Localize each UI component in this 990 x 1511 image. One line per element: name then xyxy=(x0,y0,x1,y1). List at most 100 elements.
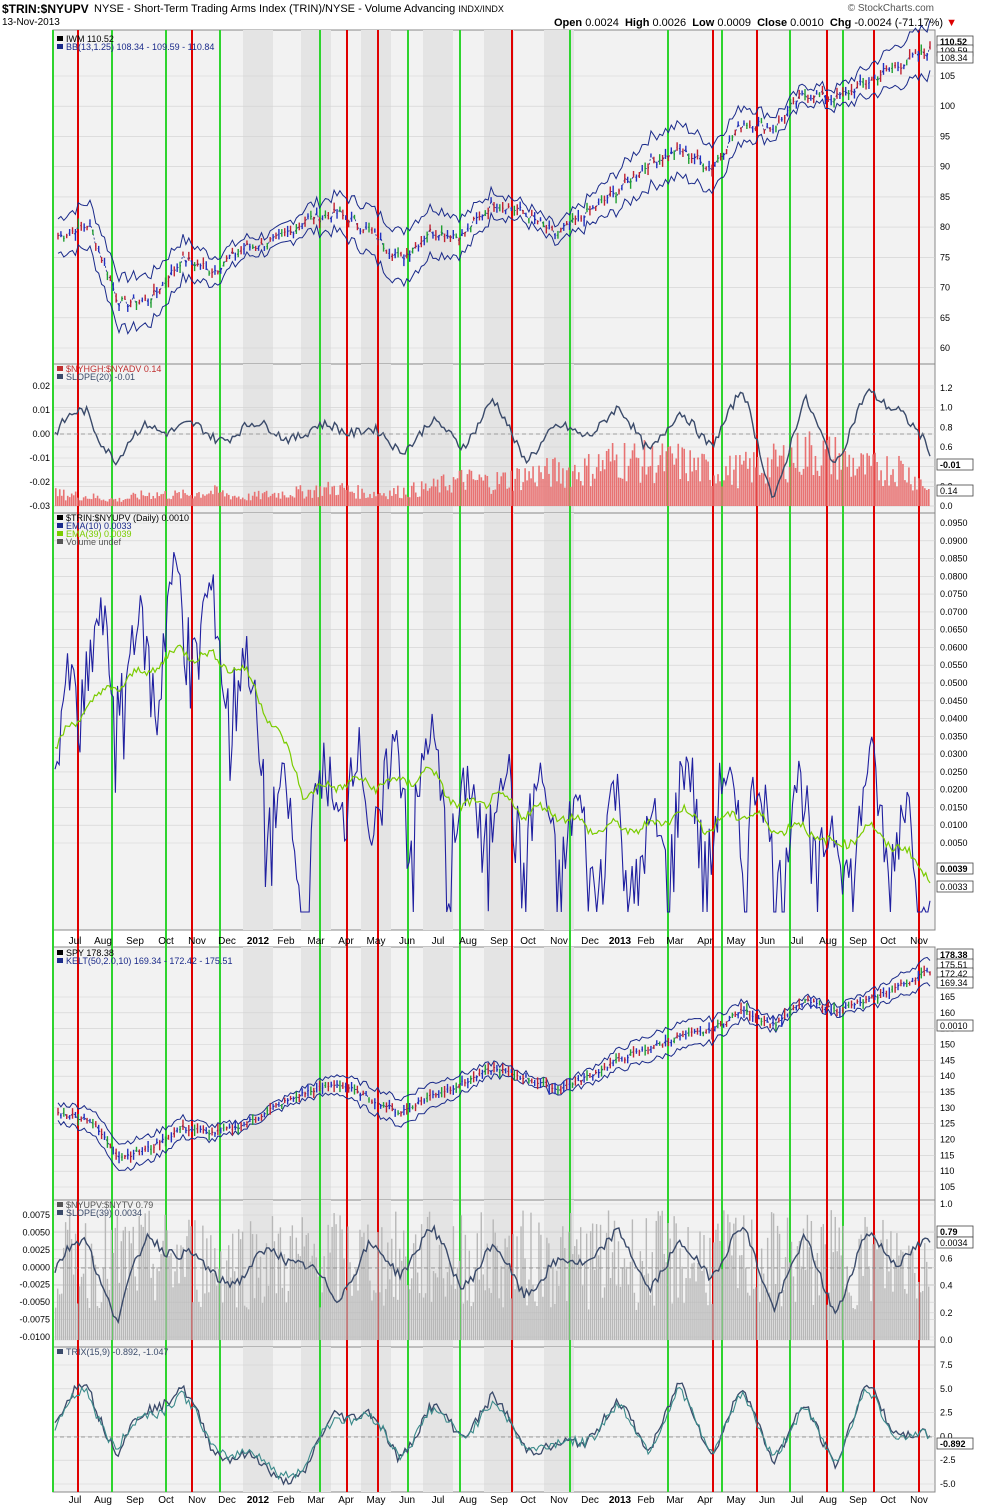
last-value-box xyxy=(936,51,974,64)
hist-bar xyxy=(353,492,355,506)
y-tick-label: 0.00 xyxy=(32,429,50,439)
hist-bar xyxy=(530,478,532,506)
hist-bar xyxy=(460,469,463,506)
hist-bar xyxy=(558,462,560,506)
hist-bar xyxy=(647,466,650,506)
last-value-text: 110.52 xyxy=(940,37,967,47)
volume-bar xyxy=(309,1261,311,1340)
hist-bar xyxy=(916,489,918,506)
trin-series-line xyxy=(54,551,931,913)
hist-bar xyxy=(277,493,280,506)
hist-bar xyxy=(520,490,522,506)
hist-bar xyxy=(466,474,469,506)
volume-bar xyxy=(285,1302,288,1340)
hist-bar xyxy=(478,474,481,506)
volume-bar xyxy=(675,1223,677,1340)
volume-bar xyxy=(424,1293,427,1340)
hist-bar xyxy=(822,440,825,506)
month-label: Jun xyxy=(399,1495,415,1506)
volume-bar xyxy=(623,1258,626,1340)
volume-bar xyxy=(188,1219,190,1340)
hist-bar xyxy=(186,494,188,506)
volume-bar xyxy=(391,1238,393,1340)
volume-bar xyxy=(82,1273,85,1340)
hist-bar xyxy=(164,491,166,506)
volume-bar xyxy=(834,1216,836,1340)
volume-bar xyxy=(373,1290,375,1340)
volume-bar xyxy=(760,1248,763,1340)
y-axis: 105 100 95 90 85 80 75 70 65 60 xyxy=(53,71,955,353)
hist-bar xyxy=(747,468,749,506)
hist-bar xyxy=(249,500,252,506)
volume-bar xyxy=(615,1285,618,1340)
hist-bar xyxy=(633,443,636,506)
hist-bar xyxy=(876,461,878,506)
volume-bar xyxy=(84,1223,87,1340)
hist-bar xyxy=(184,493,186,506)
volume-bar xyxy=(212,1272,214,1340)
y-tick-label: 0.8 xyxy=(940,422,953,432)
volume-bar xyxy=(401,1260,403,1340)
volume-bar xyxy=(745,1267,747,1340)
hist-bar xyxy=(299,485,302,506)
hist-bar xyxy=(862,454,864,506)
volume-bar xyxy=(190,1226,192,1340)
volume-bar xyxy=(842,1225,844,1340)
volume-bar xyxy=(58,1294,61,1340)
hist-bar xyxy=(619,477,622,506)
volume-bar xyxy=(261,1302,264,1340)
hist-bar xyxy=(585,465,588,506)
hist-bar xyxy=(206,494,208,506)
volume-bar xyxy=(581,1285,584,1340)
legend-text: TRIX(15,9) -0.892, -1.047 xyxy=(66,1347,169,1357)
y-tick-label: 160 xyxy=(940,1008,955,1018)
hist-bar xyxy=(124,499,127,506)
month-label: Oct xyxy=(520,1495,536,1506)
hist-bar xyxy=(739,455,741,506)
volume-bar xyxy=(820,1226,823,1340)
volume-bar xyxy=(472,1302,475,1340)
volume-bar xyxy=(379,1292,381,1340)
volume-bar xyxy=(739,1255,741,1340)
month-label: Sep xyxy=(490,1495,508,1506)
last-value-text: 0.0034 xyxy=(940,1238,968,1248)
hist-bar xyxy=(319,486,322,506)
volume-bar xyxy=(369,1280,371,1340)
brand-label[interactable]: © StockCharts.com xyxy=(847,3,934,14)
legend-text: EMA(10) 0.0033 xyxy=(66,521,132,531)
hist-bar xyxy=(317,497,320,506)
hist-bar xyxy=(705,459,707,506)
hist-bar xyxy=(216,486,218,506)
y-tick-label: 0.0950 xyxy=(940,518,968,528)
y-tick-label: 0.6 xyxy=(940,442,953,452)
hist-bar xyxy=(337,494,339,506)
volume-bar xyxy=(442,1278,445,1340)
hist-bar xyxy=(134,493,137,506)
hist-bar xyxy=(896,486,898,506)
volume-bar xyxy=(399,1248,401,1340)
hist-bar xyxy=(697,457,699,506)
hist-bar xyxy=(506,488,509,506)
volume-bar xyxy=(703,1235,705,1340)
y-tick-label: 0.6 xyxy=(940,1253,953,1263)
volume-bar xyxy=(432,1271,435,1340)
hist-bar xyxy=(818,476,821,506)
legend-swatch xyxy=(57,958,63,963)
y-tick-label: 0.0025 xyxy=(22,1245,50,1255)
hist-bar xyxy=(548,473,550,506)
hist-bar xyxy=(192,498,194,506)
month-label: Oct xyxy=(158,936,174,947)
hist-bar xyxy=(924,488,926,506)
volume-bar xyxy=(812,1304,815,1340)
volume-bar xyxy=(890,1231,892,1340)
hist-bar xyxy=(788,467,791,506)
volume-bar xyxy=(245,1307,248,1340)
volume-bar xyxy=(536,1305,538,1340)
hist-bar xyxy=(182,489,184,506)
volume-bar xyxy=(659,1215,661,1340)
hist-bar xyxy=(707,461,709,506)
volume-bar xyxy=(134,1276,136,1340)
hist-bar xyxy=(375,496,377,506)
